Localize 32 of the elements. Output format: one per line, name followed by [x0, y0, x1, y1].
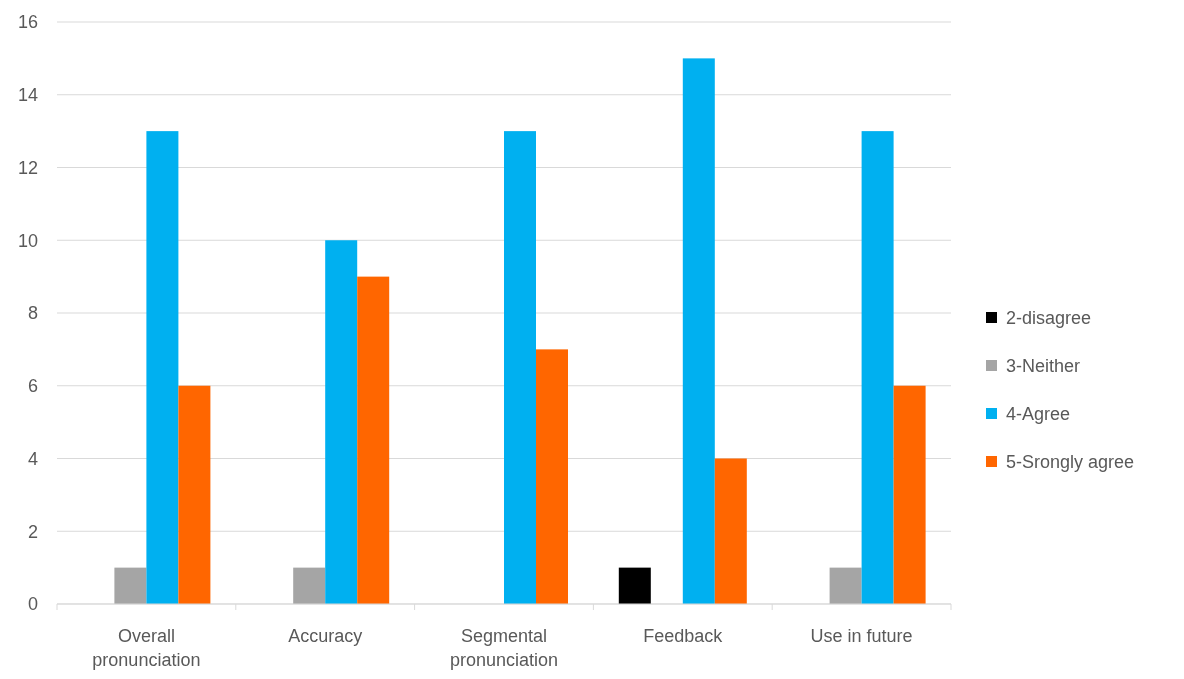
y-tick-label: 2 [27, 521, 38, 542]
legend-label: 4-Agree [1006, 404, 1071, 425]
y-tick-label: 4 [27, 448, 38, 469]
x-tick-label: Feedback [643, 626, 724, 646]
x-tick-label: Segmental pronunciation [449, 626, 559, 670]
y-tick-label: 12 [17, 157, 38, 178]
bar [357, 276, 390, 604]
x-tick-label: Accuracy [288, 626, 363, 646]
y-tick-label: 6 [27, 376, 38, 397]
y-tick-label: 16 [17, 12, 38, 33]
y-tick-label: 0 [27, 594, 38, 615]
bar [178, 385, 211, 604]
legend-label: 3-Neither [1006, 356, 1081, 377]
bar [618, 567, 651, 604]
bar [293, 567, 326, 604]
legend-label: 2-disagree [1006, 308, 1092, 329]
y-tick-label: 8 [27, 303, 38, 324]
y-tick-label: 14 [17, 85, 38, 106]
y-tick-label: 10 [17, 230, 38, 251]
bar [714, 458, 747, 604]
x-tick-label: Use in future [810, 626, 913, 646]
bar [861, 131, 894, 604]
bar [504, 131, 536, 604]
bar [146, 131, 179, 604]
x-tick-label: Overall pronunciation [92, 626, 201, 670]
bar [682, 58, 715, 604]
bar [536, 349, 568, 604]
bar [893, 385, 926, 604]
bar [829, 567, 862, 604]
legend-label: 5-Srongly agree [1006, 452, 1135, 473]
bar [114, 567, 147, 604]
bar [325, 240, 358, 604]
